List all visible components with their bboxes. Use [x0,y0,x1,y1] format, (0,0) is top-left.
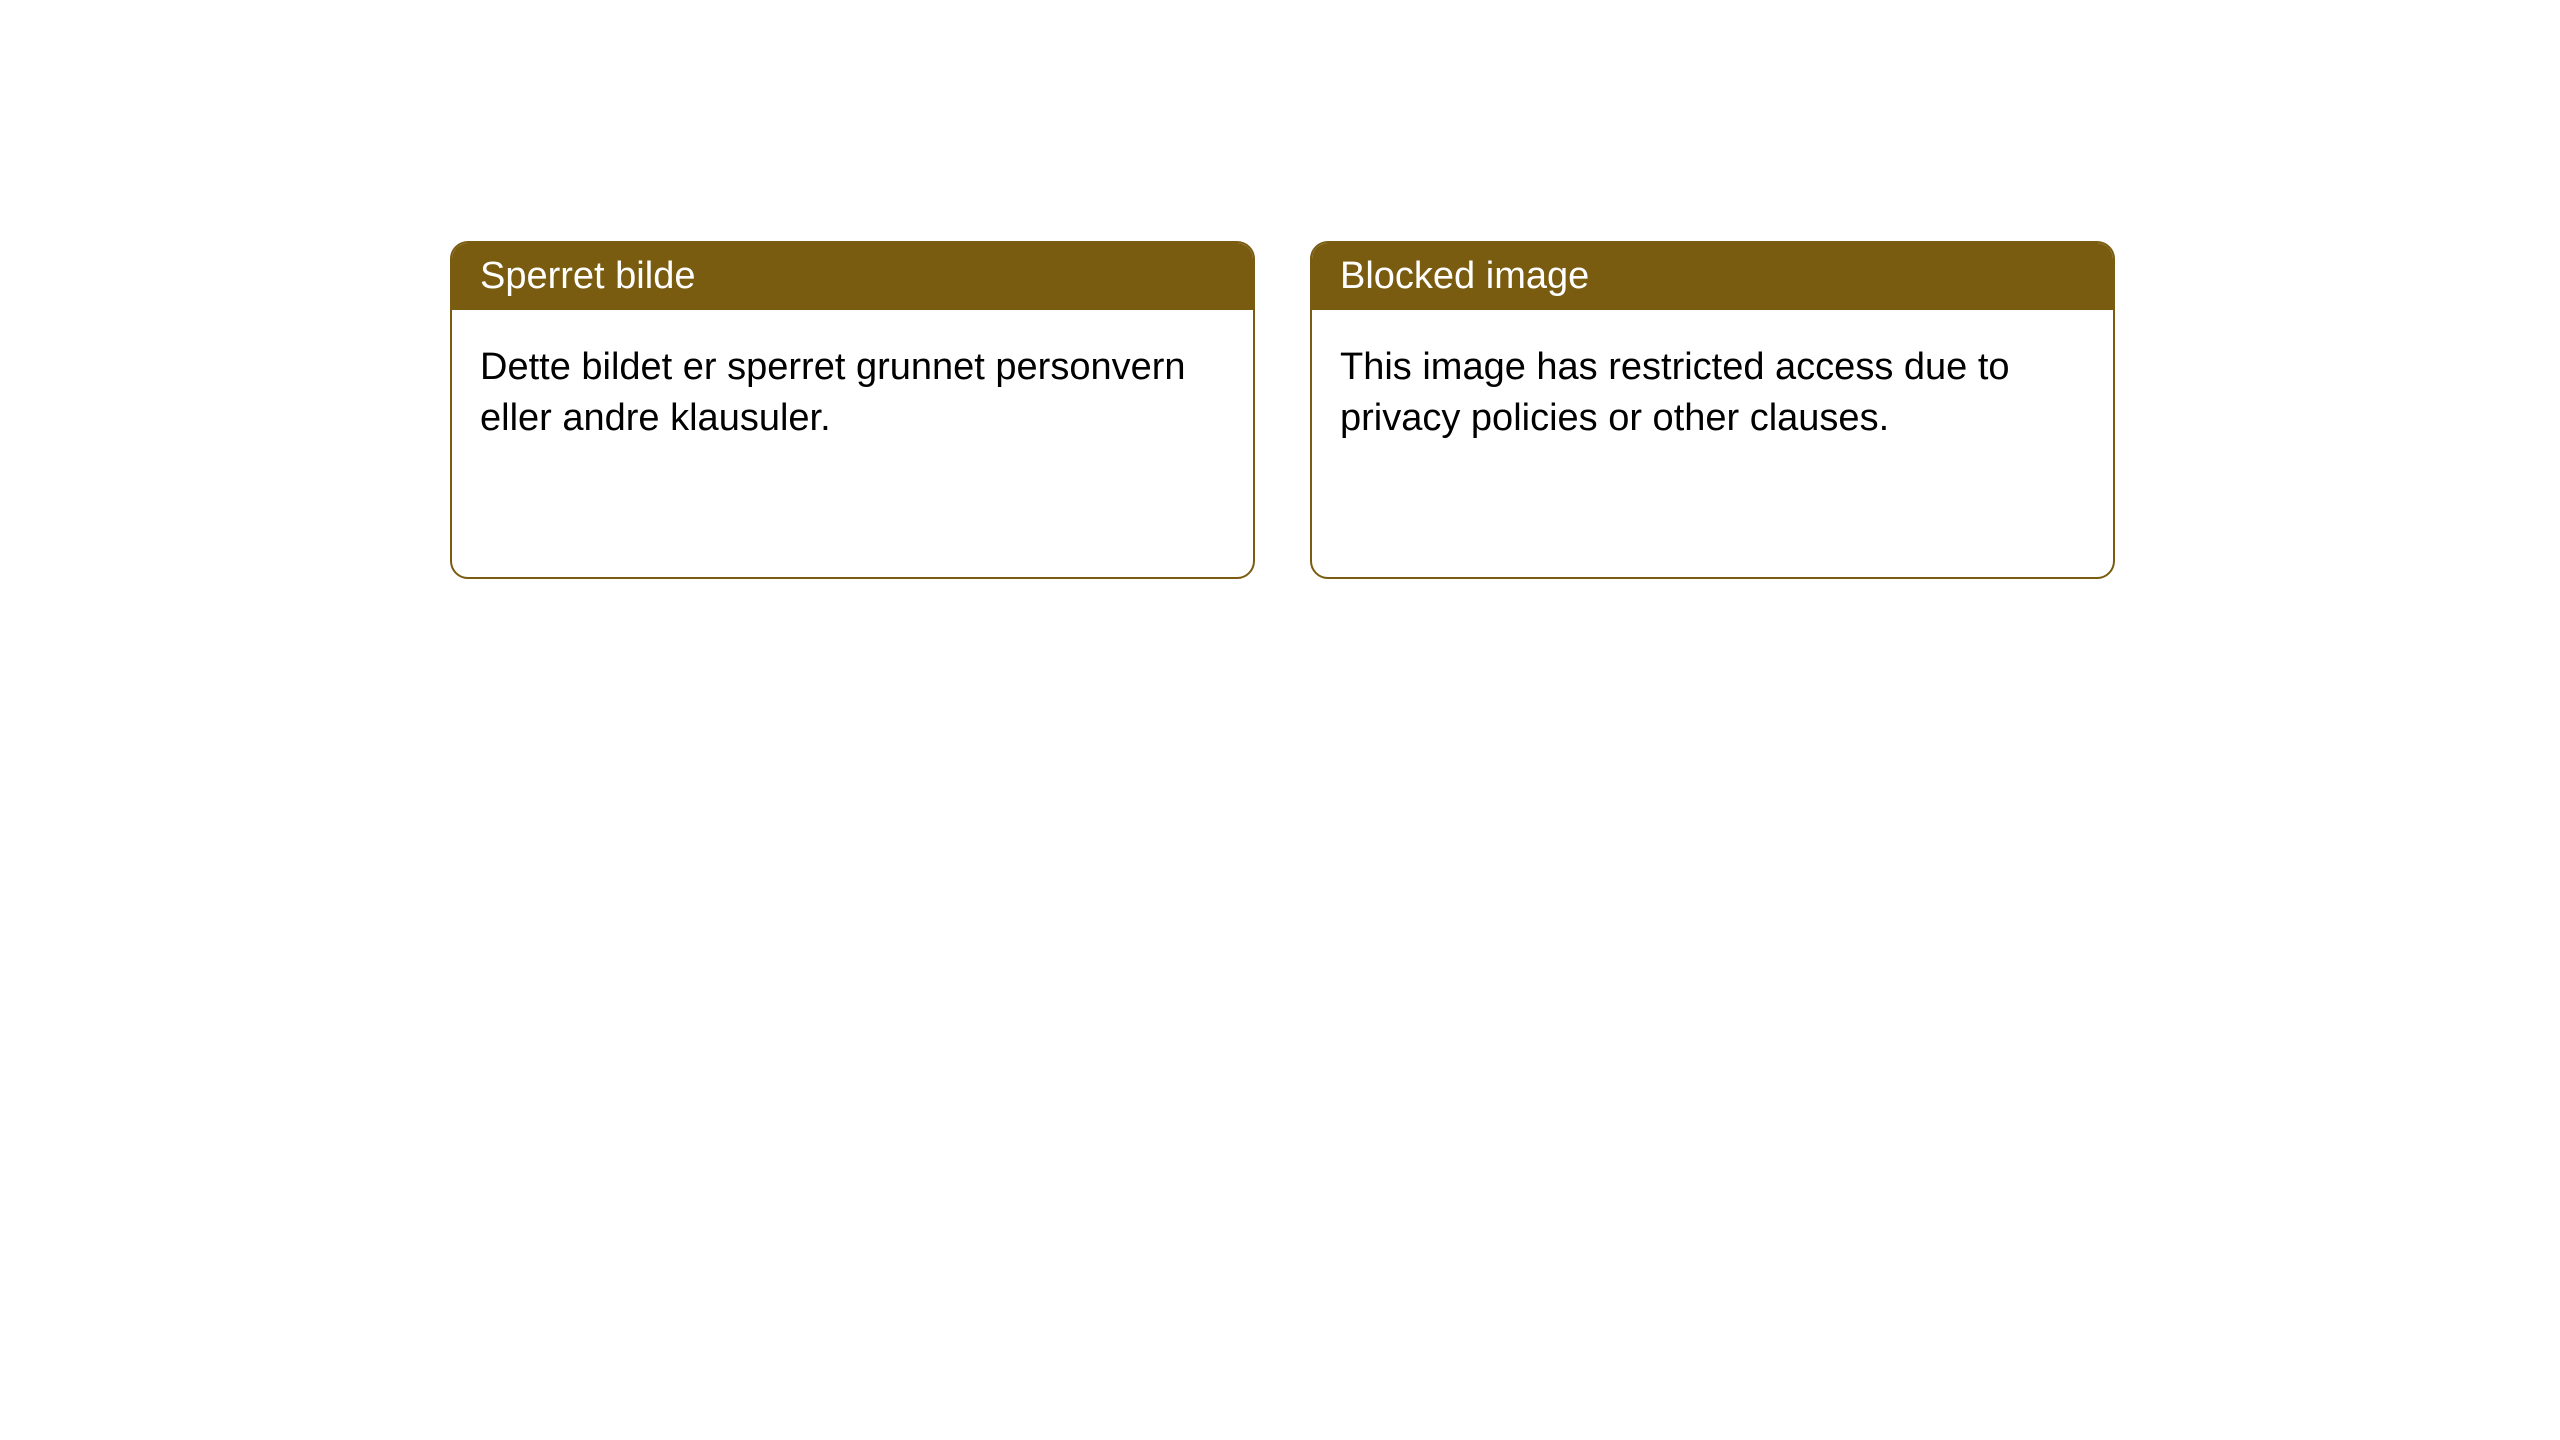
notice-box-english: Blocked image This image has restricted … [1310,241,2115,579]
notice-body-english: This image has restricted access due to … [1312,310,2113,477]
notice-body-norwegian: Dette bildet er sperret grunnet personve… [452,310,1253,477]
notice-box-norwegian: Sperret bilde Dette bildet er sperret gr… [450,241,1255,579]
notice-title-norwegian: Sperret bilde [480,255,695,297]
notice-container: Sperret bilde Dette bildet er sperret gr… [450,241,2115,579]
notice-text-norwegian: Dette bildet er sperret grunnet personve… [480,346,1186,439]
notice-header-english: Blocked image [1312,243,2113,310]
notice-header-norwegian: Sperret bilde [452,243,1253,310]
notice-text-english: This image has restricted access due to … [1340,346,2010,439]
notice-title-english: Blocked image [1340,255,1589,297]
